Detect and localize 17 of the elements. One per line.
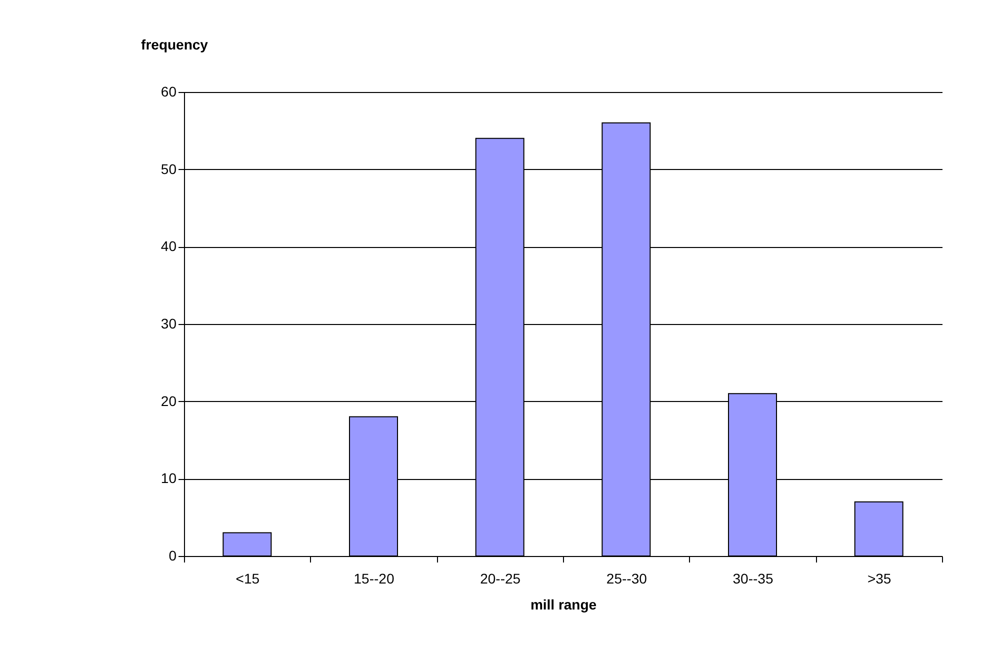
y-tick-label: 10 xyxy=(160,470,177,486)
y-tick-label: 50 xyxy=(160,160,177,177)
x-tick-label: 25--30 xyxy=(606,570,648,586)
x-axis-title: mill range xyxy=(530,596,597,612)
y-tick-label: 60 xyxy=(160,84,177,100)
y-tick-label: 0 xyxy=(168,548,177,564)
bar xyxy=(222,532,272,556)
y-tick-label: 20 xyxy=(160,392,177,409)
y-tick-label: 40 xyxy=(160,238,177,254)
x-tick-label: >35 xyxy=(867,570,892,586)
x-tick-label: 15--20 xyxy=(354,570,394,586)
x-tick-label: 20--25 xyxy=(480,570,521,586)
x-tick-label: <15 xyxy=(236,570,260,586)
bar xyxy=(854,501,904,556)
y-axis-title: frequency xyxy=(141,36,208,52)
y-tick-label: 30 xyxy=(160,316,177,332)
x-tick-label: 30--35 xyxy=(732,570,774,586)
